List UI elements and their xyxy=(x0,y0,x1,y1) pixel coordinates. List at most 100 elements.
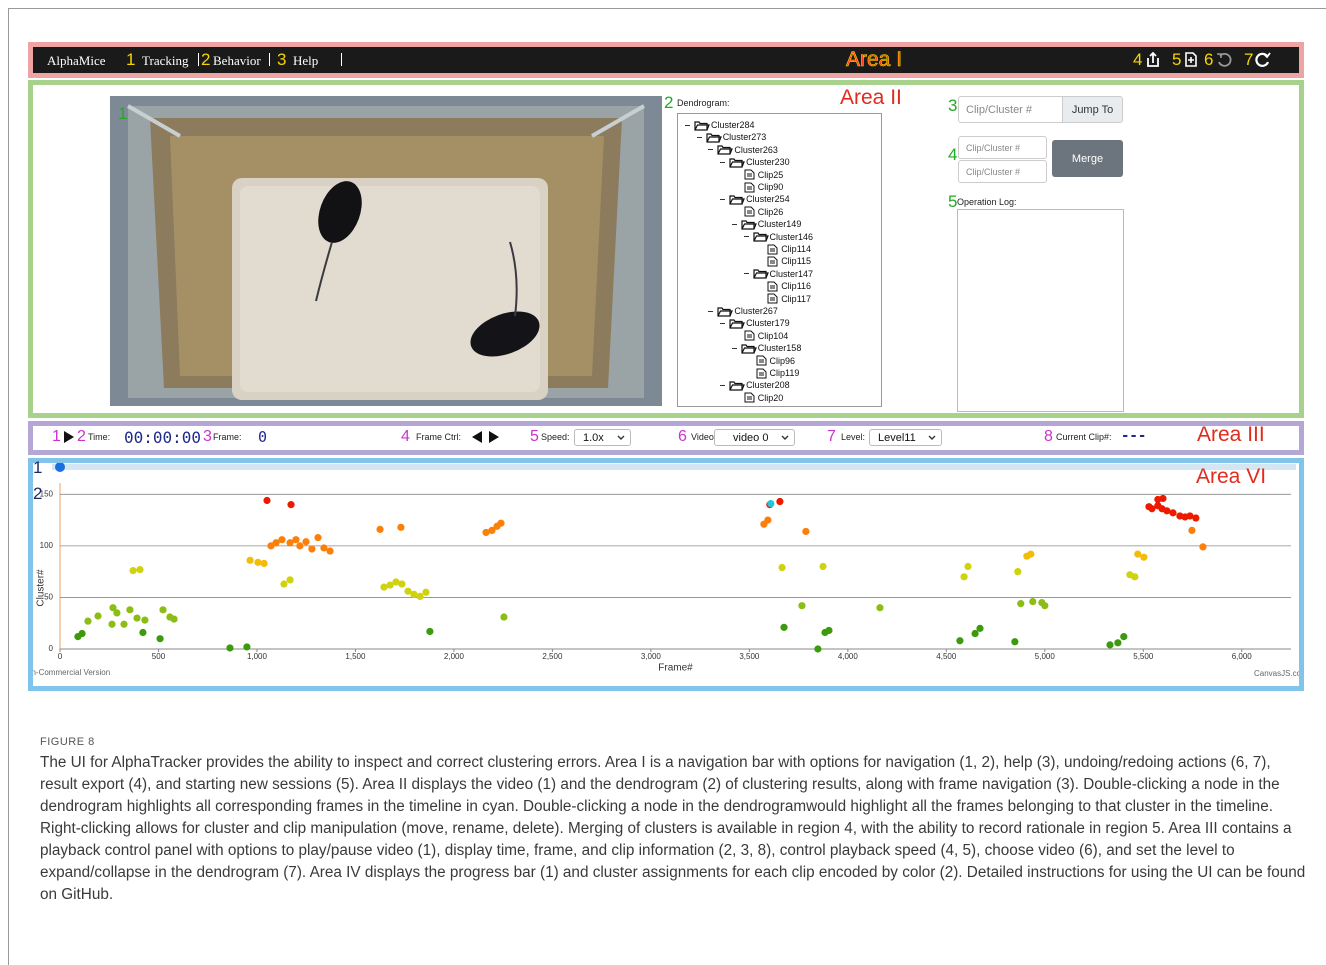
tree-node[interactable]: Cluster230 xyxy=(719,156,790,168)
play-button[interactable] xyxy=(63,430,75,444)
data-point xyxy=(1106,641,1113,648)
tree-node[interactable]: Clip117 xyxy=(754,293,811,305)
tree-node[interactable]: Clip104 xyxy=(731,330,789,342)
new-session-icon[interactable] xyxy=(1184,51,1198,68)
node-label: Cluster147 xyxy=(770,269,814,279)
folder-icon xyxy=(719,157,745,168)
nav-link[interactable]: Behavior xyxy=(213,53,261,69)
data-point xyxy=(500,613,507,620)
data-point xyxy=(1163,507,1170,514)
tree-node[interactable]: Clip90 xyxy=(731,181,784,193)
tree-node[interactable]: Cluster146 xyxy=(743,231,814,243)
data-point xyxy=(126,606,133,613)
tree-node[interactable]: Clip96 xyxy=(743,355,796,367)
progress-track[interactable] xyxy=(52,464,1296,470)
node-label: Clip117 xyxy=(781,294,811,304)
nav-link[interactable]: Tracking xyxy=(142,53,188,69)
node-label: Clip96 xyxy=(770,356,796,366)
redo-icon[interactable] xyxy=(1255,51,1271,68)
brand[interactable]: AlphaMice xyxy=(47,53,105,69)
next-frame[interactable] xyxy=(488,430,500,444)
data-point xyxy=(1029,598,1036,605)
tree-node[interactable]: Cluster254 xyxy=(719,193,790,205)
previous-frame[interactable] xyxy=(471,430,483,444)
tree-node[interactable]: Clip114 xyxy=(754,243,811,255)
data-point xyxy=(1014,568,1021,575)
folder-icon xyxy=(731,343,757,354)
operation-log[interactable] xyxy=(957,209,1124,412)
merge-button[interactable]: Merge xyxy=(1052,140,1123,177)
tree-node[interactable]: Cluster284 xyxy=(684,119,755,131)
merge-input[interactable]: Clip/Cluster # xyxy=(958,160,1047,183)
data-point xyxy=(246,557,253,564)
y-axis-label: Cluster# xyxy=(36,569,47,607)
folder-icon xyxy=(743,231,769,242)
data-point xyxy=(1140,554,1147,561)
undo-icon[interactable] xyxy=(1216,51,1232,68)
data-point xyxy=(308,545,315,552)
export-icon[interactable] xyxy=(1145,51,1161,68)
tree-node[interactable]: Clip115 xyxy=(754,255,811,267)
data-point xyxy=(133,614,140,621)
data-point xyxy=(260,560,267,567)
data-point xyxy=(397,524,404,531)
nav-link[interactable]: Help xyxy=(293,53,318,69)
file-icon xyxy=(766,293,780,304)
area-label: Area III xyxy=(1197,423,1265,447)
tree-node[interactable]: Cluster158 xyxy=(731,342,802,354)
button-label: Merge xyxy=(1072,153,1103,165)
data-point xyxy=(136,566,143,573)
marker: 6 xyxy=(678,428,687,446)
marker: 3 xyxy=(203,428,212,446)
node-label: Clip116 xyxy=(781,281,811,291)
separator xyxy=(198,53,199,66)
x-axis-label: Frame# xyxy=(658,663,693,674)
placeholder: Clip/Cluster # xyxy=(966,167,1020,177)
area-label: Area I xyxy=(846,47,902,73)
data-point xyxy=(1169,509,1176,516)
marker: 5 xyxy=(530,428,539,446)
x-tick-label: 1,000 xyxy=(247,652,268,661)
data-point xyxy=(416,593,423,600)
data-point xyxy=(278,536,285,543)
tree-node[interactable]: Clip116 xyxy=(754,280,811,292)
data-point xyxy=(1011,638,1018,645)
tree-node[interactable]: Clip25 xyxy=(731,169,784,181)
node-label: Clip20 xyxy=(758,393,784,403)
marker: 7 xyxy=(827,428,836,446)
data-point xyxy=(156,635,163,642)
marker: 1 xyxy=(52,428,61,446)
node-label: Cluster284 xyxy=(711,120,755,130)
data-point xyxy=(243,643,250,650)
folder-icon xyxy=(719,380,745,391)
data-point xyxy=(1041,602,1048,609)
jump-input[interactable]: Clip/Cluster # xyxy=(958,96,1063,123)
data-point xyxy=(120,621,127,628)
tree-node[interactable]: Clip20 xyxy=(731,392,784,404)
progress-handle[interactable] xyxy=(55,463,65,472)
data-point xyxy=(292,536,299,543)
x-tick-label: 5,500 xyxy=(1133,652,1154,661)
folder-icon xyxy=(707,306,733,317)
data-point xyxy=(78,630,85,637)
folder-icon xyxy=(719,318,745,329)
jump-button[interactable]: Jump To xyxy=(1062,96,1123,123)
tree-node[interactable]: Cluster179 xyxy=(719,317,790,329)
data-point xyxy=(113,609,120,616)
level-select[interactable]: Level11 xyxy=(869,429,942,446)
tree-node[interactable]: Cluster147 xyxy=(743,268,814,280)
tree-node[interactable]: Clip26 xyxy=(731,206,784,218)
video-select[interactable]: video 0 xyxy=(714,429,795,446)
node-label: Cluster267 xyxy=(734,306,778,316)
tree-node[interactable]: Cluster208 xyxy=(719,379,790,391)
speed-select[interactable]: 1.0x xyxy=(574,429,631,446)
merge-input[interactable]: Clip/Cluster # xyxy=(958,136,1047,159)
tree-node[interactable]: Cluster263 xyxy=(707,144,778,156)
tree-node[interactable]: Cluster267 xyxy=(707,305,778,317)
tree-node[interactable]: Cluster273 xyxy=(696,131,767,143)
tree-node[interactable]: Cluster149 xyxy=(731,218,802,230)
video[interactable] xyxy=(110,96,662,406)
tree-node[interactable]: Clip119 xyxy=(743,367,800,379)
